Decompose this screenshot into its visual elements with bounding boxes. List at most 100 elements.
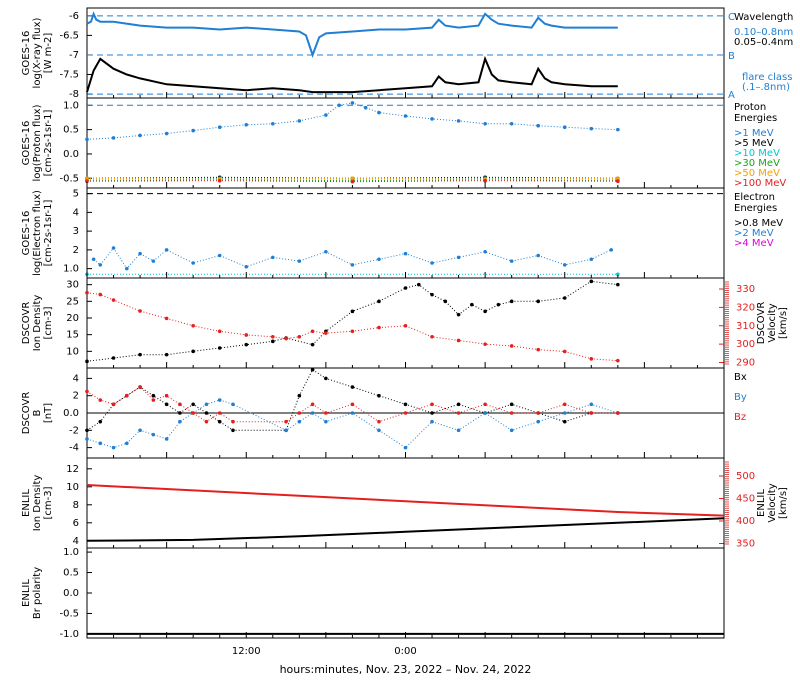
data-point xyxy=(85,428,89,433)
legend-entry: 0.10–0.8nm xyxy=(734,27,793,38)
data-point xyxy=(562,349,567,354)
data-point xyxy=(350,176,355,181)
series-density xyxy=(85,279,620,364)
y-axis-label-right: DSCOVRVelocity[km/s] xyxy=(756,302,789,345)
series-Bx xyxy=(85,367,620,433)
y-tick-label: 5 xyxy=(73,189,79,200)
x-tick-label: 12:00 xyxy=(232,646,261,657)
y-axis-label-line: DSCOVR xyxy=(21,302,32,345)
legend-title: Electron xyxy=(734,192,775,203)
data-point xyxy=(85,290,89,295)
y-tick-label: 4 xyxy=(73,373,79,384)
data-point xyxy=(350,385,355,389)
legend-entry: >50 MeV xyxy=(734,168,780,179)
data-point xyxy=(403,411,408,415)
y-tick-label: 0.0 xyxy=(63,588,79,599)
panel-proton: 1.0 0.5 0.0 -0.5 GOES-16log(Proton flux)[cm-… xyxy=(21,97,786,189)
y-axis-label-line: ENLIL xyxy=(21,579,32,607)
data-point xyxy=(217,346,222,350)
data-point xyxy=(191,128,195,133)
data-point xyxy=(536,253,541,258)
data-point xyxy=(509,428,514,433)
data-point xyxy=(297,259,302,263)
data-point xyxy=(589,126,594,131)
data-point xyxy=(430,411,434,415)
legend-entry: >1 MeV xyxy=(734,128,774,139)
data-point xyxy=(562,263,567,267)
data-point xyxy=(111,136,116,140)
y-tick-label: -7.5 xyxy=(59,70,79,81)
y-axis-label-line: Ion Density xyxy=(32,475,43,532)
y-axis-label-line: [W m-2] xyxy=(43,33,54,74)
data-point xyxy=(85,359,89,364)
data-point xyxy=(483,178,487,183)
y-axis-label-line: Ion Density xyxy=(32,295,43,352)
data-point xyxy=(456,402,461,407)
y-tick-label-right: 330 xyxy=(736,284,755,295)
y-axis-label-line: log(Electron flux) xyxy=(32,190,43,276)
y-tick-label: -1.0 xyxy=(59,629,79,640)
y-tick-label-right: 350 xyxy=(736,539,755,550)
data-point xyxy=(111,356,116,360)
data-point xyxy=(164,131,169,136)
y-axis-label: DSCOVRIon Density[cm-3] xyxy=(21,295,54,352)
data-point xyxy=(509,411,514,415)
data-point xyxy=(350,179,355,184)
series-trace xyxy=(86,102,618,140)
y-axis-label-line: [cm-3] xyxy=(43,486,54,519)
data-point xyxy=(430,117,434,121)
y-tick-label-right: 500 xyxy=(736,471,755,482)
data-point xyxy=(456,255,461,260)
series--100-MeV xyxy=(85,178,620,184)
data-point xyxy=(562,296,567,300)
y-tick-label-right: 400 xyxy=(736,516,755,527)
y-tick-label: -2 xyxy=(69,425,79,436)
series--2-MeV xyxy=(91,246,613,271)
data-point xyxy=(536,123,541,128)
data-point xyxy=(536,419,541,424)
legend-title: Proton xyxy=(734,102,766,113)
panel-dscovr_b: 4 2 0.0 -2 -4 DSCOVRB[nT] Bx By Bz xyxy=(21,367,747,459)
data-point xyxy=(616,272,620,277)
data-point xyxy=(456,338,461,343)
series-Bz xyxy=(85,385,620,424)
legend-entry: >0.8 MeV xyxy=(734,218,783,229)
series-velocity xyxy=(85,290,620,363)
y-tick-label: 6 xyxy=(73,518,79,529)
data-point xyxy=(85,389,89,394)
legend-note: flare class xyxy=(742,72,792,83)
series-density xyxy=(86,517,725,542)
series-trace xyxy=(86,368,618,431)
panel-electron: 5 4 3 2 1.0 GOES-16log(Electron flux)[cm-2s-1… xyxy=(21,187,783,279)
y-axis-label-line: [nT] xyxy=(43,403,54,423)
y-axis-label-right-line: DSCOVR xyxy=(756,302,767,345)
data-point xyxy=(496,302,501,307)
y-tick-label-right: 320 xyxy=(736,302,755,313)
legend-title: Wavelength xyxy=(734,12,793,23)
data-point xyxy=(270,339,275,344)
data-point xyxy=(138,133,142,138)
x-tick-label: 0:00 xyxy=(394,646,416,657)
data-point xyxy=(310,367,315,372)
data-point xyxy=(98,292,103,297)
data-point xyxy=(616,282,620,287)
data-point xyxy=(164,437,169,441)
legend-entry: >100 MeV xyxy=(734,178,786,189)
data-point xyxy=(616,179,620,183)
flare-class-label: B xyxy=(728,51,735,62)
data-point xyxy=(284,419,288,424)
series-line xyxy=(86,517,725,542)
y-axis-label-right-line: [km/s] xyxy=(778,307,789,339)
y-axis-label-line: ENLIL xyxy=(21,489,32,517)
y-axis-label-line: log(X-ray flux) xyxy=(32,17,43,88)
data-point xyxy=(443,299,448,304)
y-axis-label-line: [cm-3] xyxy=(43,306,54,339)
data-point xyxy=(85,437,89,441)
series-0-05-0-4nm xyxy=(86,55,618,94)
data-point xyxy=(217,125,222,129)
